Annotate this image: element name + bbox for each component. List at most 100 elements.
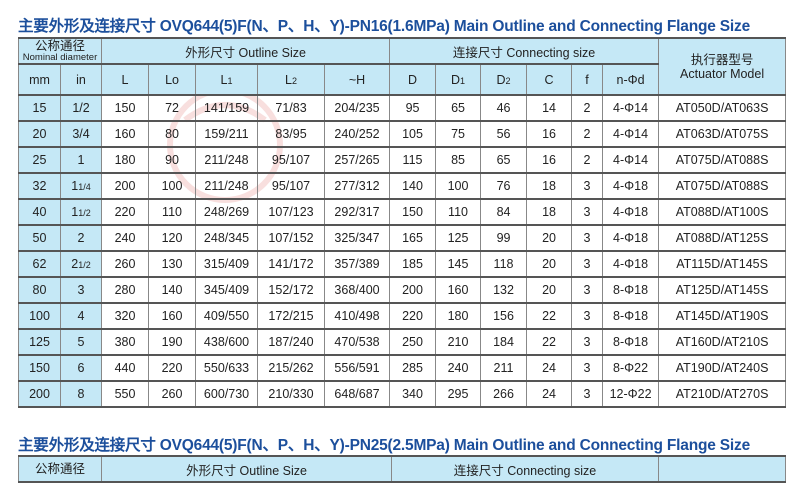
- table-cell: 295: [435, 380, 482, 408]
- table-cell: 12-Φ22: [602, 380, 660, 408]
- nominal-diameter-header: 公称通径: [18, 455, 102, 483]
- table-cell: 292/317: [324, 198, 391, 226]
- table-cell: 80: [148, 120, 197, 148]
- table-cell: 240/252: [324, 120, 391, 148]
- table-cell: 65: [480, 146, 528, 174]
- table-cell: 115: [389, 146, 437, 174]
- table-cell: 160: [101, 120, 150, 148]
- table-cell: 75: [435, 120, 482, 148]
- table-cell: 200: [18, 380, 61, 408]
- table-row: 200 8 550 260 600/730 210/330 648/687 340 295 266…: [18, 380, 787, 408]
- column-header: D: [389, 63, 437, 96]
- table-cell: 2: [571, 120, 604, 148]
- table-cell: 83/95: [257, 120, 326, 148]
- table-cell: 204/235: [324, 94, 391, 122]
- table-cell: 18: [526, 172, 573, 200]
- table-cell: 4-Φ18: [602, 172, 660, 200]
- table-cell: 6: [59, 354, 103, 382]
- table-cell: 72: [148, 94, 197, 122]
- table-cell: 65: [435, 94, 482, 122]
- actuator-model-header: [658, 455, 786, 483]
- table-cell: 470/538: [324, 328, 391, 356]
- nominal-diameter-header: 公称通径 Nominal diameter: [17, 37, 103, 65]
- column-header: n-Φd: [602, 63, 660, 96]
- table-cell: 172/215: [257, 302, 326, 330]
- table-title: 主要外形及连接尺寸 OVQ644(5)F(N、P、H、Y)-PN16(1.6MP…: [18, 18, 750, 35]
- table-cell: 145: [435, 250, 482, 278]
- table-cell: 180: [101, 146, 150, 174]
- column-header: Lo: [148, 63, 197, 96]
- table-cell: 140: [148, 276, 197, 304]
- table-cell: 409/550: [195, 302, 259, 330]
- table-cell: 125: [18, 328, 61, 356]
- column-header: C: [526, 63, 573, 96]
- table-cell: 16: [526, 120, 573, 148]
- table-cell: 184: [480, 328, 528, 356]
- table-cell: 220: [148, 354, 197, 382]
- table-cell: 3: [571, 250, 604, 278]
- table-cell: AT088D/AT100S: [658, 198, 787, 226]
- table-cell: 1/2: [59, 94, 103, 122]
- column-header: in: [59, 63, 103, 96]
- table-cell: 80: [18, 276, 61, 304]
- table-cell: 132: [480, 276, 528, 304]
- table-cell: 248/269: [195, 198, 259, 226]
- table-cell: 22: [526, 328, 573, 356]
- table-cell: 24: [526, 354, 573, 382]
- table-cell: 3: [571, 354, 604, 382]
- table-cell: AT160D/AT210S: [658, 328, 787, 356]
- column-header: D2: [480, 63, 528, 96]
- table-cell: 240: [101, 224, 150, 252]
- table-cell: 3: [571, 302, 604, 330]
- table-cell: 250: [389, 328, 437, 356]
- flange-size-table-pn25: 公称通径 外形尺寸 Outline Size 连接尺寸 Connecting s…: [18, 455, 786, 483]
- table-cell: AT145D/AT190S: [658, 302, 787, 330]
- table-cell: 438/600: [195, 328, 259, 356]
- column-header: mm: [18, 63, 61, 96]
- table-cell: 18: [526, 198, 573, 226]
- table-cell: 71/83: [257, 94, 326, 122]
- table-cell: 11/2: [59, 198, 103, 226]
- table-cell: 20: [18, 120, 61, 148]
- table-cell: 325/347: [324, 224, 391, 252]
- table-cell: 76: [480, 172, 528, 200]
- table-cell: 141/159: [195, 94, 259, 122]
- table-row: 62 21/2 260 130 315/409 141/172 357/389 185 145 1…: [18, 250, 787, 278]
- table-cell: 141/172: [257, 250, 326, 278]
- table-cell: 187/240: [257, 328, 326, 356]
- table-cell: 120: [148, 224, 197, 252]
- table-cell: AT050D/AT063S: [658, 94, 787, 122]
- table-cell: 3: [571, 198, 604, 226]
- connecting-size-header: 连接尺寸 Connecting size: [391, 455, 659, 483]
- table-cell: 8-Φ22: [602, 354, 660, 382]
- table-cell: 11/4: [59, 172, 103, 200]
- table-cell: AT190D/AT240S: [658, 354, 787, 382]
- table-cell: 62: [18, 250, 61, 278]
- table-cell: 4-Φ18: [602, 250, 660, 278]
- table-cell: 220: [389, 302, 437, 330]
- table-cell: 4-Φ18: [602, 198, 660, 226]
- table-cell: 24: [526, 380, 573, 408]
- table-cell: 40: [18, 198, 61, 226]
- table-cell: 50: [18, 224, 61, 252]
- table-row: 40 11/2 220 110 248/269 107/123 292/317 150 110 8…: [18, 198, 787, 226]
- table-cell: 25: [18, 146, 61, 174]
- table-cell: AT088D/AT125S: [658, 224, 787, 252]
- table-cell: 152/172: [257, 276, 326, 304]
- table-cell: 8-Φ18: [602, 302, 660, 330]
- outline-size-header: 外形尺寸 Outline Size: [101, 455, 392, 483]
- table-cell: 2: [571, 146, 604, 174]
- table-cell: 165: [389, 224, 437, 252]
- table-cell: 20: [526, 250, 573, 278]
- table-cell: 3: [571, 328, 604, 356]
- table-cell: 56: [480, 120, 528, 148]
- table-cell: 4-Φ14: [602, 120, 660, 148]
- table-cell: 257/265: [324, 146, 391, 174]
- table-cell: 4-Φ14: [602, 94, 660, 122]
- table-cell: 3: [59, 276, 103, 304]
- table-cell: 140: [389, 172, 437, 200]
- table-cell: 185: [389, 250, 437, 278]
- table-cell: 240: [435, 354, 482, 382]
- table-cell: 315/409: [195, 250, 259, 278]
- table-cell: 105: [389, 120, 437, 148]
